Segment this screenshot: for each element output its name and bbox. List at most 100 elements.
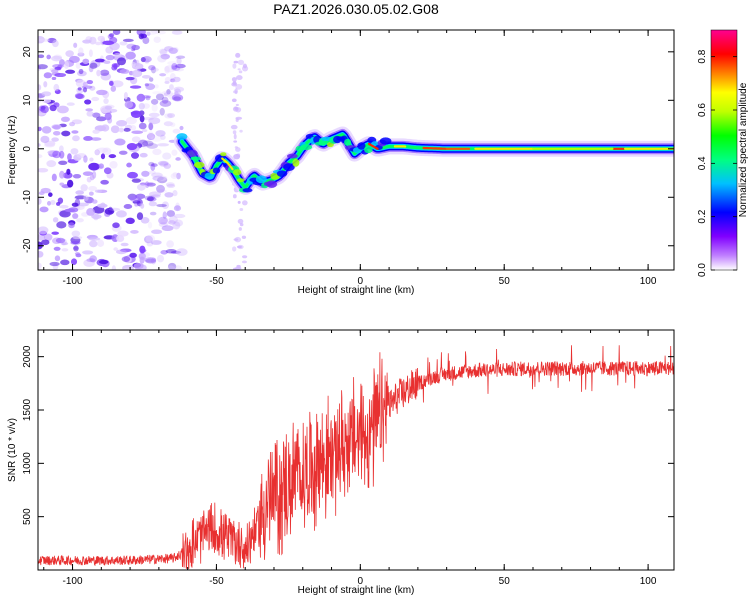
noise-blob (59, 171, 65, 179)
colorbar-tick-label: 0.0 (697, 263, 708, 277)
noise-blob (36, 251, 43, 258)
noise-blob (99, 163, 104, 168)
noise-blob (242, 236, 246, 239)
noise-blob (140, 249, 146, 253)
noise-blob (83, 87, 87, 92)
noise-blob (85, 108, 93, 111)
noise-blob (105, 113, 112, 121)
noise-blob (236, 104, 239, 106)
noise-blob (83, 82, 88, 87)
noise-blob (84, 99, 91, 104)
noise-blob (79, 69, 84, 74)
noise-blob (40, 136, 49, 143)
x-tick-label: 100 (640, 576, 657, 587)
noise-blob (148, 117, 160, 124)
noise-blob (126, 218, 135, 224)
noise-blob (73, 43, 77, 48)
noise-blob (130, 195, 140, 201)
noise-blob (72, 135, 80, 141)
chart-title: PAZ1.2026.030.05.02.G08 (273, 1, 439, 17)
y-tick-label: 2000 (22, 345, 33, 368)
noise-blob (126, 117, 137, 125)
noise-blob (147, 196, 154, 201)
noise-blob (156, 204, 167, 207)
noise-blob (140, 203, 144, 209)
noise-blob (38, 54, 44, 58)
noise-blob (76, 62, 81, 69)
y-tick-label: -20 (22, 238, 33, 253)
noise-blob (233, 194, 237, 198)
noise-blob (141, 171, 149, 177)
noise-blob (176, 56, 185, 59)
noise-blob (167, 61, 177, 65)
noise-blob (142, 75, 151, 79)
noise-blob (156, 185, 165, 193)
ridge-blob (364, 146, 373, 153)
noise-blob (150, 212, 157, 216)
noise-blob (124, 204, 133, 209)
noise-blob (152, 91, 161, 94)
ridge-blob (213, 168, 220, 174)
noise-blob (42, 126, 52, 133)
noise-blob (59, 182, 64, 185)
spectrogram-x-label: Height of straight line (km) (298, 285, 415, 296)
y-tick-label: 0 (22, 146, 33, 152)
noise-blob (111, 86, 116, 92)
noise-blob (173, 96, 181, 100)
noise-blob (50, 105, 57, 111)
snr-y-label: SNR (10 * v/v) (7, 418, 18, 482)
noise-blob (234, 107, 238, 110)
noise-blob (95, 190, 102, 193)
colorbar: 0.00.20.40.60.8 Normalized spectral ampl… (697, 30, 749, 277)
noise-blob (173, 129, 181, 134)
noise-blob (157, 255, 164, 263)
noise-blob (158, 217, 168, 225)
noise-blob (162, 225, 174, 231)
noise-blob (167, 265, 175, 271)
noise-blob (165, 77, 171, 82)
ridge-blob (256, 175, 267, 183)
noise-blob (239, 227, 242, 231)
noise-blob (44, 72, 52, 78)
noise-blob (92, 130, 99, 134)
x-tick-label: -50 (209, 276, 224, 287)
noise-blob (158, 161, 169, 166)
noise-blob (75, 190, 84, 194)
noise-blob (171, 79, 178, 82)
noise-blob (41, 188, 51, 193)
colorbar-tick-label: 0.4 (697, 156, 708, 170)
noise-blob (71, 258, 77, 265)
noise-blob (62, 248, 69, 251)
noise-blob (52, 40, 59, 47)
noise-blob (54, 247, 61, 251)
noise-blob (66, 169, 70, 175)
noise-blob (114, 139, 125, 146)
noise-blob (37, 168, 48, 172)
noise-blob (100, 70, 109, 76)
noise-blob (35, 263, 41, 269)
noise-blob (105, 106, 112, 110)
noise-blob (60, 260, 69, 266)
noise-blob (86, 208, 95, 216)
noise-blob (103, 60, 110, 64)
noise-blob (151, 172, 163, 177)
ridge-blob (187, 150, 198, 157)
noise-blob (50, 200, 55, 205)
noise-blob (152, 149, 161, 155)
noise-blob (148, 131, 154, 139)
noise-blob (101, 153, 105, 159)
noise-blob (75, 93, 83, 99)
noise-blob (96, 90, 108, 95)
noise-blob (116, 249, 127, 254)
noise-blob (86, 111, 93, 117)
noise-blob (49, 262, 59, 266)
noise-blob (120, 41, 128, 45)
noise-blob (90, 175, 95, 181)
noise-blob (103, 98, 108, 104)
noise-blob (167, 113, 175, 118)
noise-blob (124, 92, 128, 100)
noise-blob (148, 222, 152, 229)
y-tick-label: -10 (22, 190, 33, 205)
